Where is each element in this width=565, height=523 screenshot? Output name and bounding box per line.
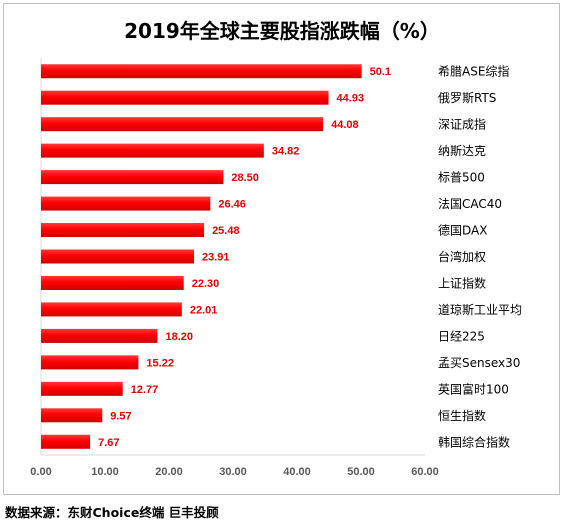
- value-label: 23.91: [202, 252, 230, 264]
- value-labels-group: 50.1 44.93 44.08 34.82 28.50 26.46 25.48 23.91 2…: [98, 66, 391, 449]
- x-tick-label: 10.00: [91, 466, 119, 478]
- value-label: 34.82: [272, 146, 300, 158]
- value-label: 22.30: [192, 278, 220, 290]
- bar: [41, 90, 329, 105]
- bar: [41, 381, 123, 396]
- bar: [41, 355, 139, 370]
- x-tick-label: 0.00: [30, 466, 51, 478]
- category-label: 俄罗斯RTS: [438, 91, 496, 105]
- category-label: 孟买Sensex30: [438, 356, 520, 370]
- value-label: 9.57: [110, 410, 131, 422]
- bar: [41, 408, 103, 423]
- x-tick-label: 30.00: [219, 466, 247, 478]
- value-label: 22.01: [190, 304, 218, 316]
- x-tick-label: 50.00: [347, 466, 375, 478]
- bar: [41, 275, 184, 290]
- value-label: 12.77: [131, 384, 159, 396]
- x-tick-labels-group: 0.00 10.00 20.00 30.00 40.00 50.00 60.00: [30, 466, 438, 478]
- bars-group: [41, 64, 362, 449]
- category-label: 法国CAC40: [438, 197, 502, 211]
- category-label: 德国DAX: [438, 223, 487, 238]
- source-note: 数据来源：东财Choice终端 巨丰投顾: [4, 505, 219, 520]
- category-label: 英国富时100: [438, 381, 509, 396]
- category-label: 希腊ASE综指: [438, 64, 509, 79]
- category-label: 标普500: [438, 171, 485, 185]
- value-label: 28.50: [231, 172, 259, 184]
- value-label: 50.1: [370, 66, 391, 78]
- category-label: 韩国综合指数: [438, 434, 510, 449]
- bar: [41, 249, 195, 264]
- bar: [41, 170, 224, 185]
- value-label: 44.08: [331, 119, 359, 131]
- category-label: 恒生指数: [438, 408, 486, 423]
- category-label: 日经225: [438, 329, 485, 343]
- x-tick-label: 20.00: [155, 466, 183, 478]
- bar: [41, 143, 264, 158]
- category-label: 上证指数: [438, 275, 486, 290]
- value-label: 25.48: [212, 225, 240, 237]
- category-label: 台湾加权: [438, 249, 486, 264]
- bar: [41, 434, 91, 449]
- chart-title: 2019年全球主要股指涨跌幅（%）: [124, 19, 440, 43]
- bar: [41, 196, 211, 211]
- category-label: 道琼斯工业平均: [438, 302, 522, 317]
- bar: [41, 328, 158, 343]
- bar: [41, 64, 362, 79]
- category-label: 深证成指: [438, 117, 486, 132]
- x-tick-label: 40.00: [283, 466, 311, 478]
- value-label: 26.46: [218, 199, 246, 211]
- value-label: 7.67: [98, 437, 119, 449]
- value-label: 44.93: [337, 93, 365, 105]
- bar: [41, 302, 182, 317]
- value-label: 15.22: [146, 357, 174, 369]
- value-label: 18.20: [165, 331, 193, 343]
- bar: [41, 117, 324, 132]
- x-tick-label: 60.00: [411, 466, 439, 478]
- category-label: 纳斯达克: [438, 144, 486, 158]
- bar: [41, 223, 205, 238]
